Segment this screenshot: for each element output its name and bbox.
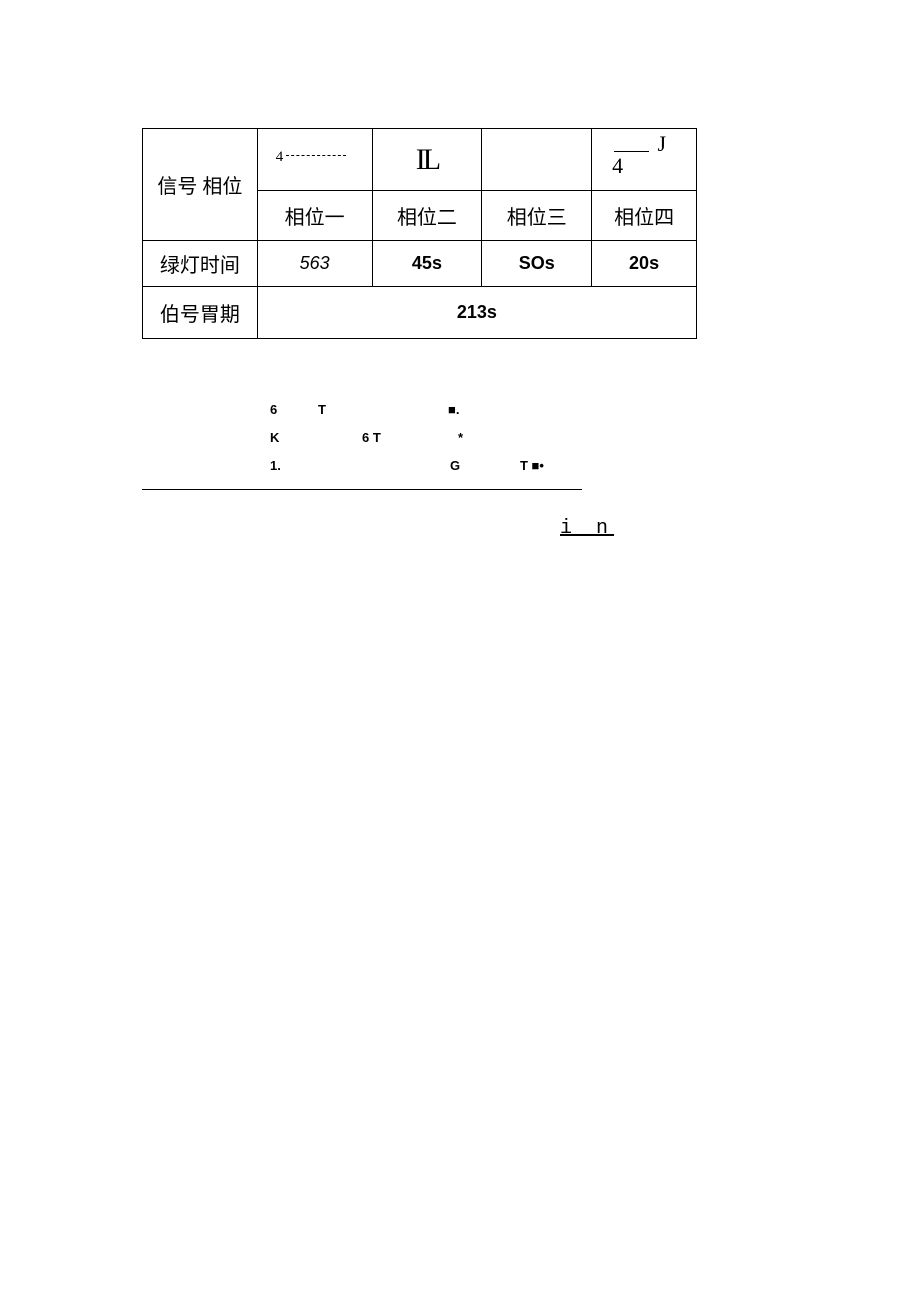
bottom-2-c: * [458,430,463,445]
diagram-4-number: 4 [612,153,623,179]
cycle-label: 伯号胃期 [143,287,258,339]
diagram-phase-3 [482,129,592,191]
bottom-1-b: T [318,402,448,417]
diagram-phase-2: IL [372,129,482,191]
signal-phase-table: 信号 相位 4 IL J 4 相位一 相位二 相位三 相位四 绿灯时间 563 [142,128,697,339]
cycle-value: 213s [257,287,696,339]
bottom-3-b: G [450,458,520,473]
green-light-row: 绿灯时间 563 45s SOs 20s [143,241,697,287]
bottom-row-3: 1. G T ■• [270,451,582,479]
phase-label-3: 相位三 [482,191,592,241]
bottom-text-block: 6 T ■. K 6 T * 1. G T ■• [142,395,582,490]
phase-label-4: 相位四 [592,191,697,241]
phase-label-2: 相位二 [372,191,482,241]
cycle-row: 伯号胃期 213s [143,287,697,339]
bottom-2-b: 6 T [362,430,458,445]
diagram-1-prefix: 4 [276,149,284,166]
signal-phase-table-container: 信号 相位 4 IL J 4 相位一 相位二 相位三 相位四 绿灯时间 563 [142,128,697,339]
row-header-signal-phase: 信号 相位 [143,129,258,241]
diagram-phase-4: J 4 [592,129,697,191]
bottom-3-a: 1. [270,458,450,473]
diagram-4-line [614,151,649,152]
diagram-1-line [286,155,346,156]
green-light-value-3: SOs [482,241,592,287]
bottom-1-a: 6 [270,402,318,417]
green-light-value-4: 20s [592,241,697,287]
table-header-row: 信号 相位 4 IL J 4 [143,129,697,191]
green-light-label: 绿灯时间 [143,241,258,287]
bottom-3-c: T ■• [520,458,544,473]
diagram-4-letter: J [657,131,666,157]
diagram-2-text: IL [416,143,438,176]
footer-in-text: i n [560,517,614,540]
bottom-1-c: ■. [448,402,459,417]
bottom-row-1: 6 T ■. [270,395,582,423]
phase-label-1: 相位一 [257,191,372,241]
green-light-value-1: 563 [257,241,372,287]
green-light-value-2: 45s [372,241,482,287]
bottom-row-2: K 6 T * [270,423,582,451]
diagram-phase-1: 4 [257,129,372,191]
bottom-2-a: K [270,430,362,445]
